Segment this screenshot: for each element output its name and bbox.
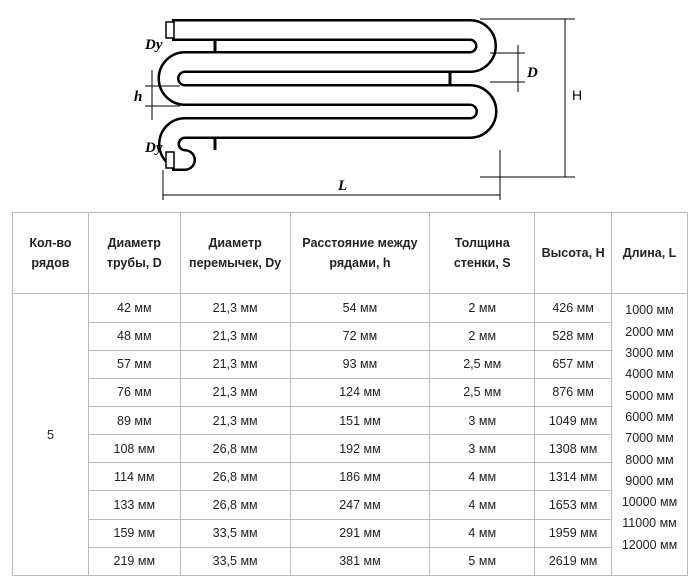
table-row: 133 мм 26,8 мм 247 мм 4 мм 1653 мм xyxy=(13,490,688,520)
cell: 219 мм xyxy=(87,546,181,577)
dy-label: Dy xyxy=(144,140,163,156)
l-label: L xyxy=(337,178,347,194)
coil-diagram: Dy D h H Dy L xyxy=(134,18,582,200)
lengths-cell: 1000 мм 2000 мм 3000 мм 4000 мм 5000 мм 6000 … xyxy=(611,293,688,576)
cell: 26,8 мм xyxy=(179,490,291,520)
cell: 1314 мм xyxy=(534,462,613,492)
cell: 42 мм xyxy=(87,293,181,323)
cell: 108 мм xyxy=(87,434,181,464)
cell: 1308 мм xyxy=(534,434,613,464)
cell: 291 мм xyxy=(289,518,431,548)
header-cell: Диаметр трубы, D xyxy=(87,211,181,295)
cell: 21,3 мм xyxy=(179,377,291,408)
d-label: D xyxy=(526,65,538,81)
cell: 54 мм xyxy=(289,293,431,323)
cell: 159 мм xyxy=(87,518,181,548)
cell: 657 мм xyxy=(534,349,613,379)
table-row: 57 мм 21,3 мм 93 мм 2,5 мм 657 мм xyxy=(13,349,688,379)
cell: 3 мм xyxy=(429,405,536,436)
header-cell: Расстояние между рядами, h xyxy=(289,211,431,295)
rows-count-cell: 5 xyxy=(12,293,89,576)
table-row: 108 мм 26,8 мм 192 мм 3 мм 1308 мм xyxy=(13,434,688,464)
length-item: 5000 мм xyxy=(625,388,674,403)
cell: 381 мм xyxy=(289,546,431,577)
spec-table: Кол-во рядов Диаметр трубы, D Диаметр пере… xyxy=(12,211,688,577)
table-row: 114 мм 26,8 мм 186 мм 4 мм 1314 мм xyxy=(13,462,688,492)
cell: 4 мм xyxy=(429,462,536,492)
header-cell: Кол-во рядов xyxy=(12,211,89,295)
cell: 2 мм xyxy=(429,321,536,351)
cell: 2 мм xyxy=(429,293,536,323)
header-row: Кол-во рядов Диаметр трубы, D Диаметр пере… xyxy=(12,211,688,295)
cell: 26,8 мм xyxy=(179,434,291,464)
length-item: 1000 мм xyxy=(625,303,674,318)
cell: 2,5 мм xyxy=(429,377,536,408)
header-cell: Длина, L xyxy=(611,211,688,295)
cell: 57 мм xyxy=(87,349,181,379)
h-height-label: H xyxy=(572,87,582,103)
cell: 4 мм xyxy=(429,518,536,548)
table-row: 219 мм 33,5 мм 381 мм 5 мм 2619 мм xyxy=(13,546,688,577)
length-item: 7000 мм xyxy=(625,431,674,446)
cell: 48 мм xyxy=(87,321,181,351)
length-item: 4000 мм xyxy=(625,367,674,382)
cell: 21,3 мм xyxy=(179,405,291,436)
table-row: 89 мм 21,3 мм 151 мм 3 мм 1049 мм xyxy=(13,405,688,436)
cell: 151 мм xyxy=(289,405,431,436)
header-cell: Толщина стенки, S xyxy=(429,211,536,295)
length-item: 8000 мм xyxy=(625,452,674,467)
cell: 876 мм xyxy=(534,377,613,408)
cell: 426 мм xyxy=(534,293,613,323)
cell: 21,3 мм xyxy=(179,349,291,379)
cell: 33,5 мм xyxy=(179,546,291,577)
cell: 5 мм xyxy=(429,546,536,577)
cell: 26,8 мм xyxy=(179,462,291,492)
length-item: 12000 мм xyxy=(621,537,678,552)
table-row: 5 42 мм 21,3 мм 54 мм 2 мм 426 мм 1000 мм 2000 … xyxy=(12,293,688,576)
length-item: 10000 мм xyxy=(621,495,678,510)
cell: 89 мм xyxy=(87,405,181,436)
cell: 1959 мм xyxy=(534,518,613,548)
cell: 2,5 мм xyxy=(429,349,536,379)
dy-label: Dy xyxy=(144,37,163,53)
cell: 133 мм xyxy=(87,490,181,520)
cell: 528 мм xyxy=(534,321,613,351)
cell: 4 мм xyxy=(429,490,536,520)
cell: 21,3 мм xyxy=(179,293,291,323)
pipe-inner xyxy=(160,21,495,169)
cell: 3 мм xyxy=(429,434,536,464)
cell: 1653 мм xyxy=(534,490,613,520)
length-item: 3000 мм xyxy=(625,346,674,361)
cell: 114 мм xyxy=(87,462,181,492)
cell: 76 мм xyxy=(87,377,181,408)
cell: 93 мм xyxy=(289,349,431,379)
cell: 21,3 мм xyxy=(179,321,291,351)
header-cell: Диаметр перемычек, Dy xyxy=(179,211,291,295)
cell: 72 мм xyxy=(289,321,431,351)
table-row: 48 мм 21,3 мм 72 мм 2 мм 528 мм xyxy=(13,321,688,351)
header-cell: Высота, H xyxy=(534,211,613,295)
cell: 192 мм xyxy=(289,434,431,464)
cell: 186 мм xyxy=(289,462,431,492)
cell: 247 мм xyxy=(289,490,431,520)
length-item: 11000 мм xyxy=(622,516,677,531)
length-item: 9000 мм xyxy=(625,473,674,488)
cell: 124 мм xyxy=(289,377,431,408)
h-label: h xyxy=(134,89,142,105)
cell: 1049 мм xyxy=(534,405,613,436)
length-item: 2000 мм xyxy=(625,324,674,339)
cell: 2619 мм xyxy=(534,546,613,577)
table-row: 76 мм 21,3 мм 124 мм 2,5 мм 876 мм xyxy=(13,377,688,408)
length-item: 6000 мм xyxy=(625,409,674,424)
cell: 33,5 мм xyxy=(179,518,291,548)
table-row: 159 мм 33,5 мм 291 мм 4 мм 1959 мм xyxy=(13,518,688,548)
